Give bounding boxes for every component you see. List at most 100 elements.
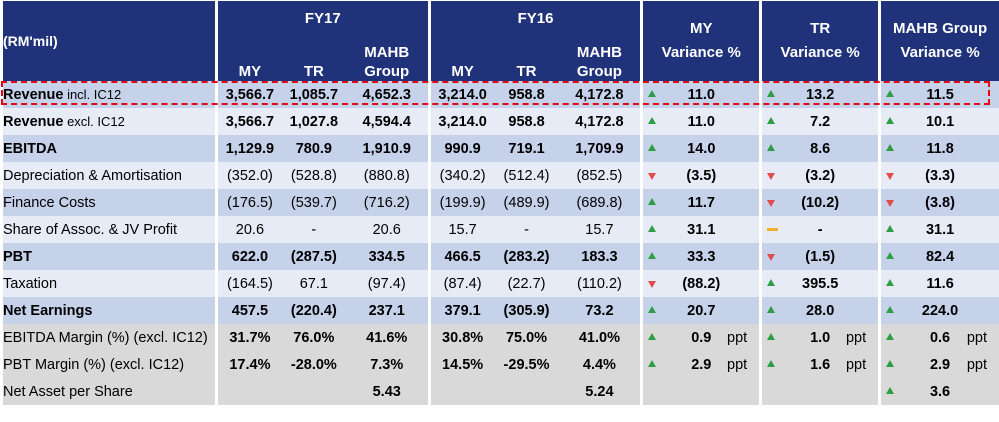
fy16-my-value: 379.1 [430, 297, 495, 324]
tr-variance-header: TR Variance % [762, 1, 879, 81]
var-tr-cell: (10.2) [762, 189, 879, 216]
fy16-tr-header: TR [494, 35, 559, 81]
variance-value: 31.1 [925, 221, 955, 238]
fy16-my-header: MY [430, 35, 495, 81]
fy16-group-value: (110.2) [558, 270, 641, 297]
fy16-tr-value: (22.7) [494, 270, 559, 297]
var-my-cell: 11.0 [643, 108, 760, 135]
fy17-tr-value: 67.1 [281, 270, 346, 297]
var-group-cell: 31.1 [881, 216, 999, 243]
arrow-up-icon [886, 332, 895, 340]
row-label-main: Net Asset per Share [3, 383, 133, 400]
arrow-down-icon [767, 199, 776, 207]
fy17-group-header: MAHB Group [345, 35, 428, 81]
var-group-cell: 3.6 [881, 378, 999, 405]
arrow-up-icon [648, 197, 657, 205]
table-row: Finance Costs (176.5) (539.7) (716.2) (199.9… [3, 189, 999, 216]
financial-summary-table: (RM'mil) FY17 FY16 MY Variance % TR Vari… [3, 1, 999, 405]
fy16-group-value: 15.7 [558, 216, 641, 243]
fy16-my-value: 14.5% [430, 351, 495, 378]
var-group-cell: 11.8 [881, 135, 999, 162]
fy16-group-value: 73.2 [558, 297, 641, 324]
row-label: Finance Costs [3, 189, 215, 216]
fy16-tr-value: (512.4) [494, 162, 559, 189]
var-tr-cell: 8.6 [762, 135, 879, 162]
fy17-tr-value: 780.9 [281, 135, 346, 162]
row-label-main: Finance Costs [3, 194, 96, 211]
arrow-down-icon [886, 199, 895, 207]
variance-value: 20.7 [687, 302, 716, 319]
variance-value: 28.0 [806, 302, 835, 319]
group-variance-header: MAHB Group Variance % [881, 1, 999, 81]
fy17-my-value: (164.5) [217, 270, 282, 297]
fy17-group-value: 4,652.3 [345, 81, 428, 108]
arrow-up-icon [886, 224, 895, 232]
arrow-up-icon [648, 143, 657, 151]
arrow-down-icon [648, 280, 657, 288]
var-my-cell: 11.0 [643, 81, 760, 108]
arrow-down-icon [767, 253, 776, 261]
fy17-my-value: 17.4% [217, 351, 282, 378]
row-label: PBT [3, 243, 215, 270]
var-group-cell: 0.6 ppt [881, 324, 999, 351]
var-my-cell: (3.5) [643, 162, 760, 189]
var-tr-cell: 28.0 [762, 297, 879, 324]
fy16-group-value: (852.5) [558, 162, 641, 189]
fy16-group-value: 4,172.8 [558, 108, 641, 135]
variance-value: 82.4 [925, 248, 955, 265]
row-label: Net Asset per Share [3, 378, 215, 405]
fy17-tr-value: 1,027.8 [281, 108, 346, 135]
fy16-group-value: 4,172.8 [558, 81, 641, 108]
fy17-my-value: 20.6 [217, 216, 282, 243]
arrow-down-icon [767, 172, 776, 180]
fy16-my-value: (340.2) [430, 162, 495, 189]
variance-value: 11.0 [687, 86, 715, 103]
table-row: Share of Assoc. & JV Profit 20.6-20.6 15.7… [3, 216, 999, 243]
variance-value: 3.6 [929, 383, 951, 400]
row-label-main: Net Earnings [3, 302, 93, 319]
variance-value: 8.6 [810, 140, 831, 157]
row-label: Revenue incl. IC12 [3, 81, 215, 108]
arrow-up-icon [648, 251, 657, 259]
variance-value: 31.1 [687, 221, 716, 238]
fy16-tr-value: - [494, 216, 559, 243]
fy17-tr-value: -28.0% [281, 351, 346, 378]
fy16-tr-value: 75.0% [494, 324, 559, 351]
var-my-cell: 14.0 [643, 135, 760, 162]
variance-value: 10.1 [925, 113, 955, 130]
var-group-cell: 224.0 [881, 297, 999, 324]
variance-unit: ppt [966, 356, 987, 373]
fy17-group-value: 7.3% [345, 351, 428, 378]
variance-value: 0.6 [929, 329, 951, 346]
fy16-my-value: 990.9 [430, 135, 495, 162]
variance-value: 11.7 [687, 194, 715, 211]
arrow-up-icon [886, 89, 895, 97]
variance-value: 11.6 [926, 275, 954, 292]
var-my-cell: 11.7 [643, 189, 760, 216]
fy17-group-value: 5.43 [345, 378, 428, 405]
variance-unit: ppt [845, 329, 867, 346]
fy16-header: FY16 [430, 1, 641, 35]
variance-value: 1.6 [810, 356, 831, 373]
table-row: Revenue incl. IC12 3,566.7 1,085.7 4,652.3 3… [3, 81, 999, 108]
fy16-my-value: 30.8% [430, 324, 495, 351]
fy16-tr-value: 958.8 [494, 81, 559, 108]
fy17-my-value: 457.5 [217, 297, 282, 324]
fy17-group-value: 20.6 [345, 216, 428, 243]
var-group-cell: 11.6 [881, 270, 999, 297]
row-label: Depreciation & Amortisation [3, 162, 215, 189]
variance-value: 11.5 [926, 86, 954, 103]
variance-value: 11.0 [687, 113, 715, 130]
fy17-my-value: 3,566.7 [217, 81, 282, 108]
row-label: Revenue excl. IC12 [3, 108, 215, 135]
var-group-cell: 11.5 [881, 81, 999, 108]
fy16-my-value: 3,214.0 [430, 108, 495, 135]
fy16-group-value: 5.24 [558, 378, 641, 405]
fy17-tr-value: (220.4) [281, 297, 346, 324]
row-label-main: Share of Assoc. & JV Profit [3, 221, 178, 238]
row-label-main: EBITDA Margin (%) (excl. IC12) [3, 329, 208, 346]
row-label-main: Depreciation & Amortisation [3, 167, 182, 184]
fy17-my-value: 31.7% [217, 324, 282, 351]
fy16-my-value: 15.7 [430, 216, 495, 243]
fy16-group-header: MAHB Group [558, 35, 641, 81]
